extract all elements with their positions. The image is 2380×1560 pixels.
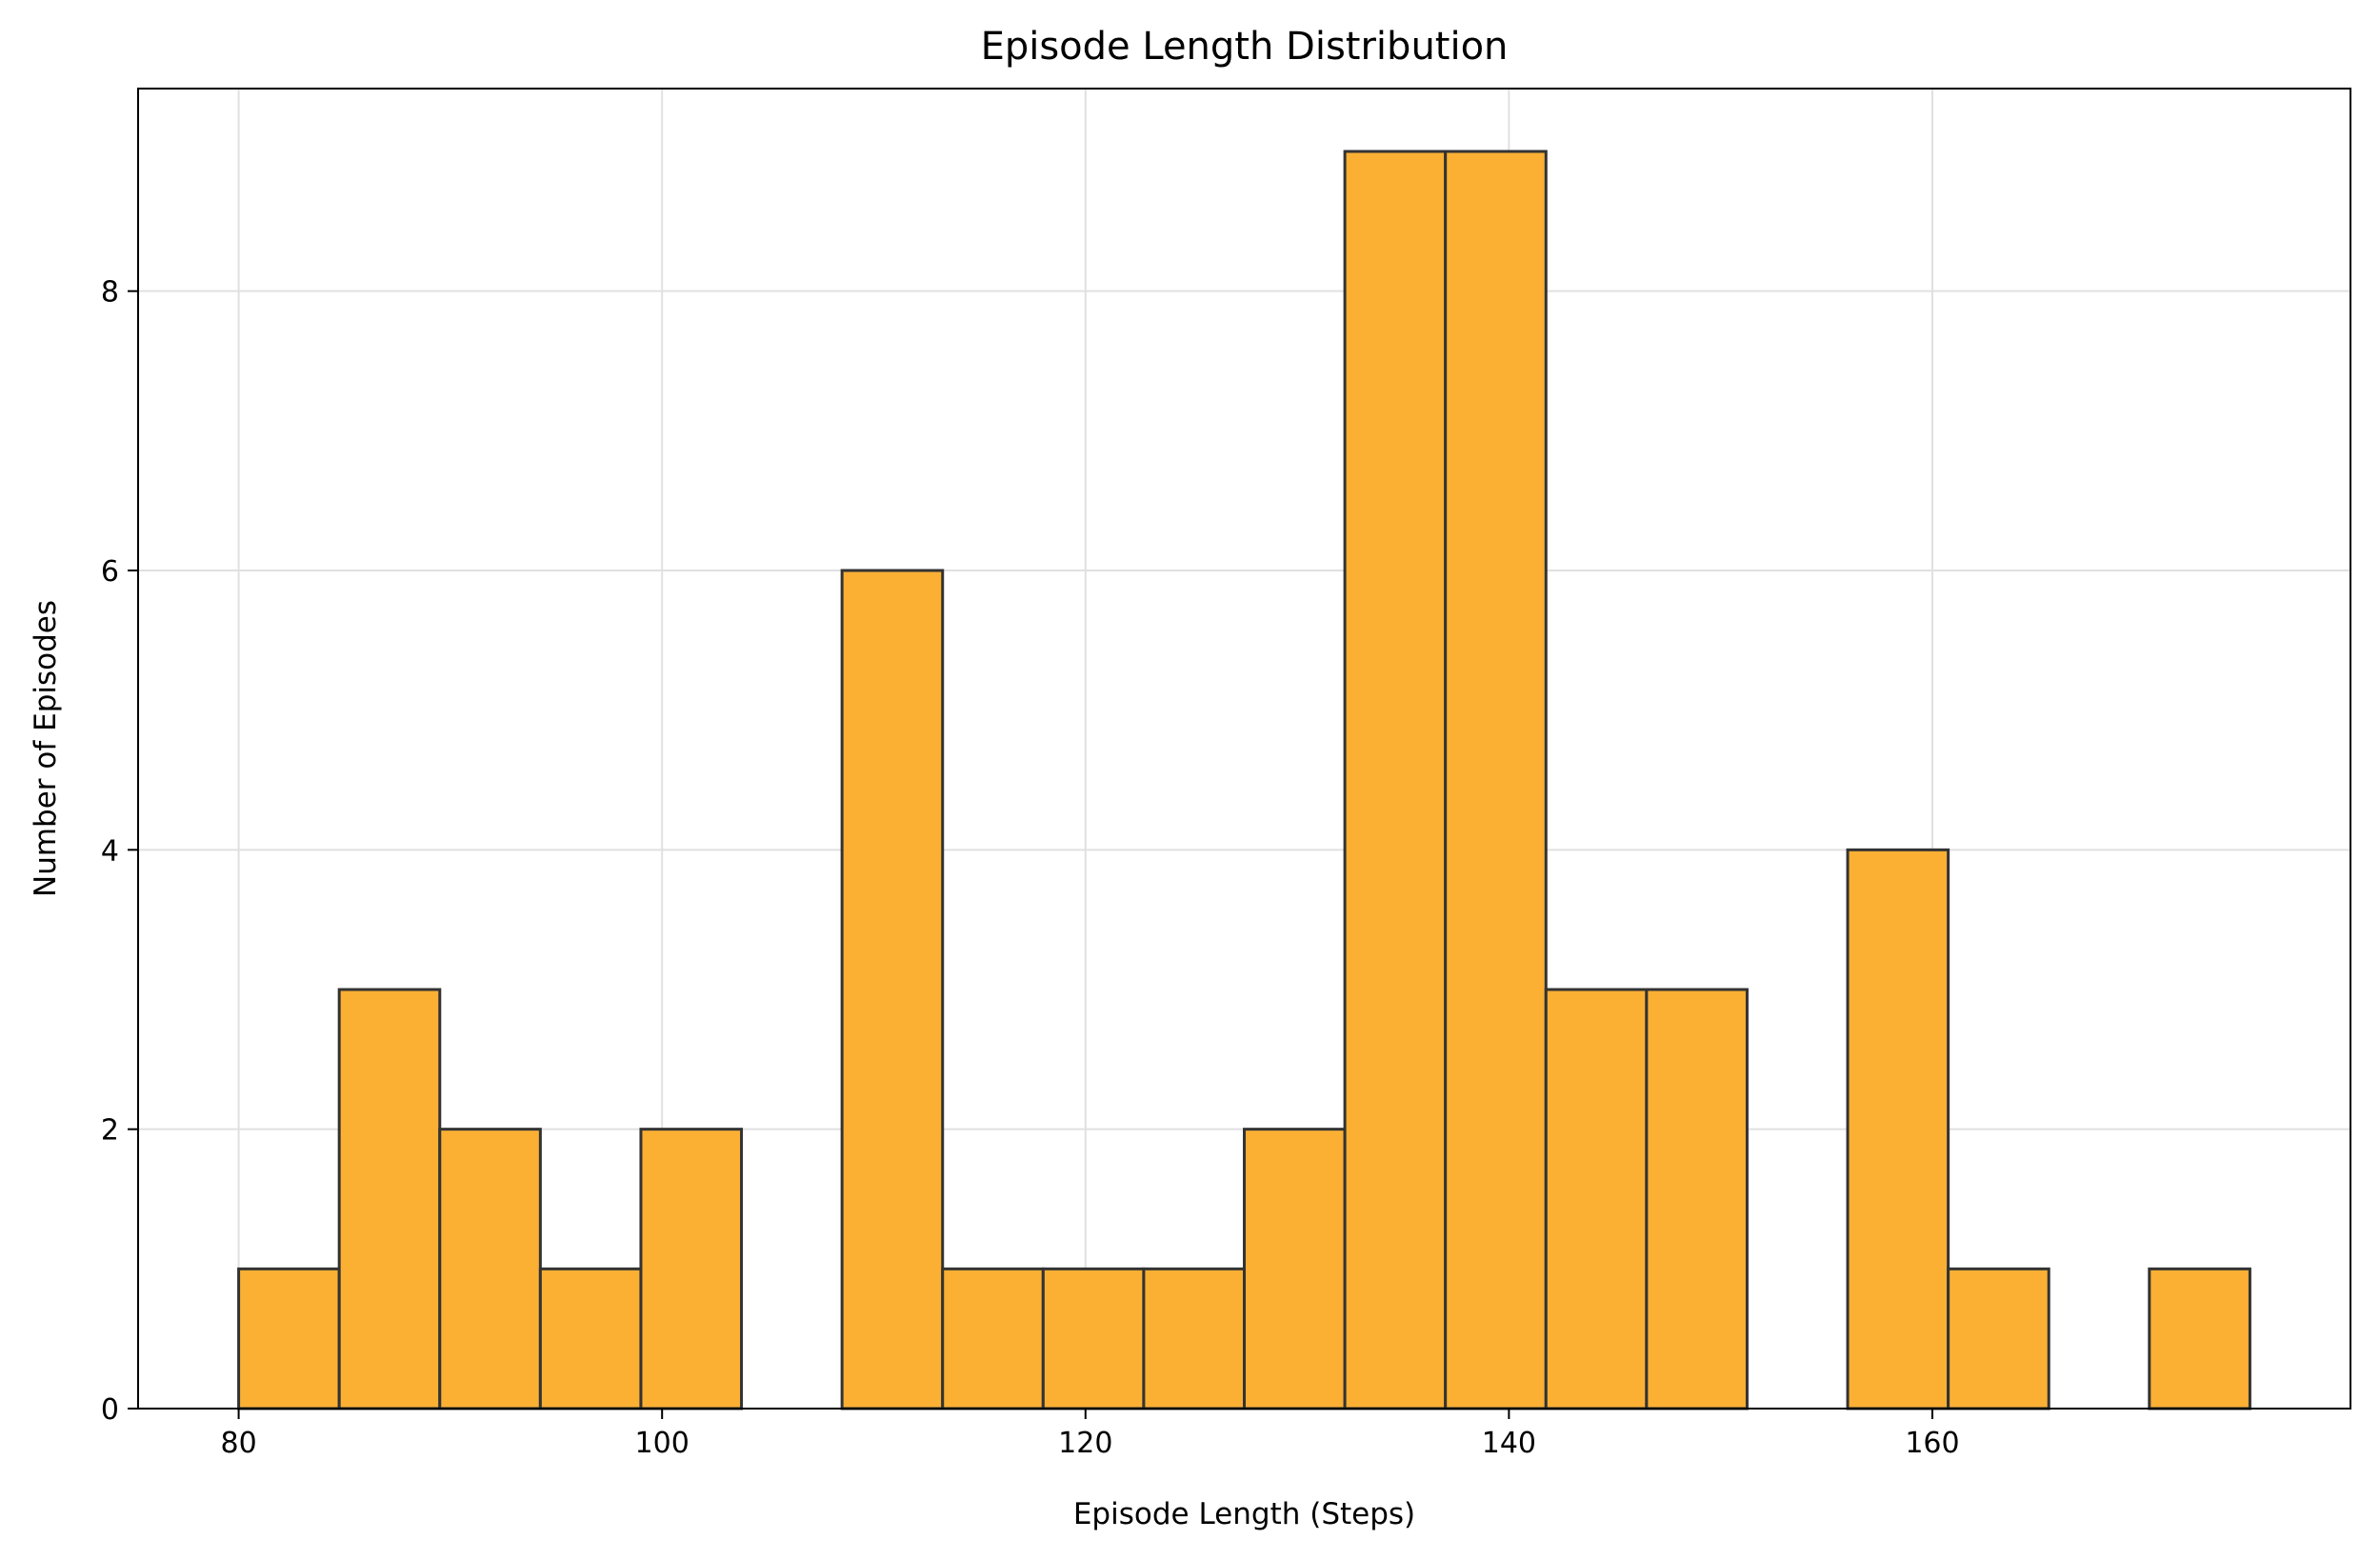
histogram-bar-12 [1444,150,1548,1410]
y-axis-ticks: 0 2 4 6 8 [101,276,138,1427]
histogram-bar-11 [1343,150,1448,1410]
histogram-bar-2 [438,1128,542,1410]
histogram-bar-0 [237,1267,341,1410]
y-tick-label-6: 6 [101,555,119,589]
histogram-bar-6 [840,569,945,1410]
x-axis-title: Episode Length (Steps) [1073,1497,1415,1531]
histogram-bar-10 [1243,1128,1347,1410]
x-tick-label-120: 120 [1058,1427,1112,1460]
x-tick-label-80: 80 [220,1427,256,1460]
histogram-bar-7 [941,1267,1045,1410]
histogram-bar-1 [337,988,442,1410]
histogram-bar-13 [1544,988,1649,1410]
x-tick-label-140: 140 [1482,1427,1536,1460]
histogram-bar-17 [1947,1267,2050,1410]
histogram-bar-16 [1846,848,1950,1410]
x-axis-ticks: 80 100 120 140 160 [220,1409,1960,1460]
chart-title: Episode Length Distribution [981,25,1509,69]
y-axis-title: Number of Episodes [29,600,63,897]
histogram-bar-3 [538,1267,643,1410]
histogram-bar-4 [639,1128,744,1410]
histogram-bar-9 [1142,1267,1246,1410]
histogram-bar-8 [1041,1267,1146,1410]
y-tick-label-8: 8 [101,276,119,310]
y-tick-label-2: 2 [101,1114,119,1148]
x-tick-label-100: 100 [635,1427,690,1460]
plot-area-frame [137,88,2351,1410]
histogram-bar-19 [2148,1267,2251,1410]
x-tick-label-160: 160 [1905,1427,1959,1460]
y-tick-label-4: 4 [101,834,119,868]
histogram-bar-14 [1645,988,1749,1410]
y-tick-label-0: 0 [101,1393,119,1427]
histogram-bars [237,150,2251,1410]
